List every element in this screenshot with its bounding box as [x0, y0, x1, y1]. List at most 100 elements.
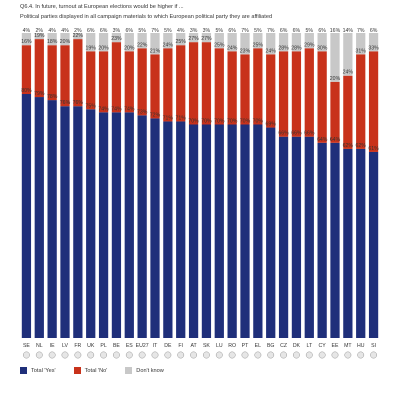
bar-no-ee: [330, 81, 340, 143]
value-label-dk-ro: 6%: [228, 28, 236, 34]
bar-dk-sk: [201, 33, 212, 43]
flag-icon-uk: [87, 351, 95, 359]
value-label-no-sk: 27%: [201, 36, 212, 42]
legend-swatch-yes: [20, 367, 27, 374]
value-label-no-it: 21%: [150, 48, 161, 54]
bar-no-it: [150, 54, 160, 119]
category-label-fi: FI: [178, 343, 183, 349]
value-label-dk-lv: 4%: [61, 28, 69, 34]
category-label-nl: NL: [36, 343, 43, 349]
value-label-dk-mt: 14%: [343, 28, 354, 34]
value-label-yes-lv: 76%: [60, 100, 71, 106]
bar-yes-si: [368, 151, 379, 338]
category-label-eu27: EU27: [136, 343, 149, 349]
bar-yes-mt: [343, 148, 353, 338]
value-label-no-ro: 24%: [227, 45, 238, 51]
value-label-dk-de: 5%: [164, 28, 172, 34]
value-label-no-el: 25%: [253, 42, 264, 48]
bar-no-cz: [278, 51, 289, 137]
category-label-de: DE: [164, 343, 172, 349]
bar-yes-be: [111, 112, 122, 338]
bar-dk-se: [21, 33, 32, 46]
flag-icon-sk: [202, 351, 210, 359]
bar-dk-at: [188, 33, 199, 43]
flag-icon-lt: [305, 351, 313, 359]
category-label-es: ES: [126, 343, 133, 349]
bar-no-pt: [240, 54, 250, 125]
flag-icon-lv: [61, 351, 69, 359]
bar-dk-es: [124, 33, 134, 52]
category-label-ee: EE: [332, 343, 339, 349]
bar-dk-cz: [278, 33, 289, 52]
flag-icon-be: [112, 351, 120, 359]
category-label-cy: CY: [319, 343, 327, 349]
bar-dk-si: [368, 33, 379, 52]
category-label-be: BE: [113, 343, 120, 349]
bar-no-lu: [214, 48, 224, 125]
value-label-dk-nl: 2%: [36, 28, 44, 34]
bar-yes-pt: [240, 124, 250, 338]
bar-yes-ro: [227, 124, 237, 338]
flag-icon-ie: [48, 351, 56, 359]
category-label-se: SE: [23, 343, 30, 349]
value-label-yes-pt: 70%: [240, 119, 251, 125]
bar-dk-dk: [291, 33, 302, 52]
bar-dk-eu27: [137, 33, 147, 49]
category-label-dk: DK: [293, 343, 301, 349]
value-label-no-dk: 28%: [291, 45, 302, 51]
value-label-dk-pl: 6%: [100, 28, 108, 34]
value-label-dk-cz: 6%: [280, 28, 288, 34]
bar-dk-ee: [330, 33, 340, 82]
bar-no-es: [124, 51, 134, 113]
bar-no-de: [163, 48, 173, 122]
bar-dk-it: [150, 33, 160, 55]
category-label-sk: SK: [203, 343, 210, 349]
bar-no-uk: [86, 51, 96, 110]
category-label-lv: LV: [62, 343, 68, 349]
value-label-no-at: 27%: [188, 36, 199, 42]
category-label-bg: BG: [267, 343, 275, 349]
flag-icon-fi: [177, 351, 185, 359]
bar-dk-lt: [304, 33, 314, 49]
value-label-yes-dk: 66%: [291, 131, 302, 137]
value-label-dk-sk: 3%: [203, 28, 211, 34]
value-label-dk-se: 4%: [23, 28, 31, 34]
legend-item-yes: Total 'Yes': [20, 367, 56, 374]
bar-no-se: [21, 45, 32, 94]
value-label-yes-uk: 75%: [86, 103, 97, 109]
value-label-yes-sk: 70%: [201, 119, 212, 125]
bar-yes-it: [150, 118, 160, 339]
bar-dk-be: [111, 33, 122, 43]
flag-icon-lu: [215, 351, 223, 359]
legend-item-no: Total 'No': [73, 367, 107, 374]
legend-item-dk: Don't know: [125, 367, 164, 374]
value-label-dk-eu27: 5%: [138, 28, 146, 34]
value-label-no-lu: 25%: [214, 42, 225, 48]
bar-dk-bg: [266, 33, 276, 55]
value-label-dk-pt: 7%: [241, 28, 249, 34]
bar-yes-lu: [214, 124, 224, 338]
value-label-no-pl: 20%: [98, 45, 109, 51]
value-label-dk-fi: 4%: [177, 28, 185, 34]
category-label-el: EL: [255, 343, 261, 349]
value-label-yes-si: 61%: [368, 146, 379, 152]
value-label-dk-ee: 16%: [330, 28, 341, 34]
flag-icon-nl: [35, 351, 43, 359]
bar-yes-dk: [291, 136, 302, 338]
flag-icon-mt: [344, 351, 352, 359]
bar-no-pl: [98, 51, 109, 113]
value-label-yes-fr: 76%: [73, 100, 84, 106]
value-label-no-fr: 22%: [73, 33, 84, 39]
value-label-yes-nl: 79%: [34, 91, 45, 97]
legend-label-dk: Don't know: [136, 367, 164, 374]
bar-dk-pt: [240, 33, 250, 55]
bar-yes-es: [124, 112, 134, 338]
chart-legend: Total 'Yes' Total 'No' Don't know: [20, 367, 164, 374]
value-label-no-cy: 30%: [317, 45, 328, 51]
value-label-no-nl: 19%: [34, 33, 45, 39]
value-label-yes-lt: 66%: [304, 131, 315, 137]
value-label-no-lt: 29%: [304, 42, 315, 48]
legend-label-yes: Total 'Yes': [31, 367, 56, 374]
flag-icon-si: [370, 351, 378, 359]
bar-yes-de: [163, 121, 173, 338]
